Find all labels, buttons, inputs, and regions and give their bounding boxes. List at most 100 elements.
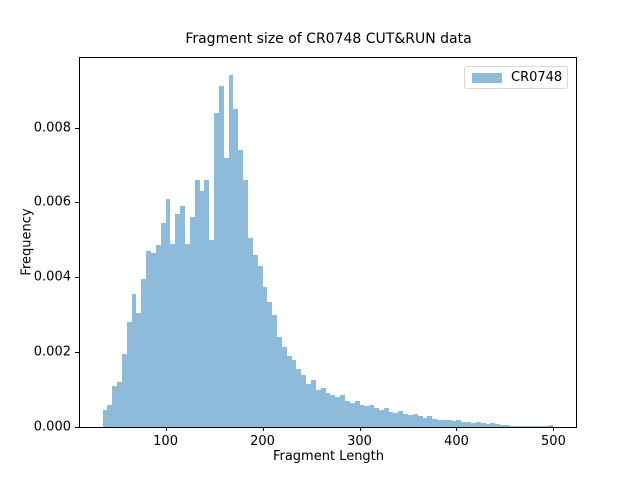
histogram-bar	[446, 419, 452, 427]
histogram-bar	[257, 266, 263, 427]
histogram-bar	[218, 86, 224, 427]
histogram-bar	[306, 383, 312, 427]
y-tick-label: 0.006	[33, 194, 71, 210]
y-tick-label: 0.000	[33, 419, 71, 435]
histogram-bar	[267, 301, 273, 427]
histogram-bar	[383, 408, 389, 427]
histogram-bar	[437, 419, 442, 427]
x-tick-label: 400	[444, 434, 469, 449]
histogram-bar	[374, 408, 379, 427]
histogram-bar	[209, 239, 215, 427]
histogram-bar	[170, 243, 176, 427]
histogram-bar	[189, 217, 195, 427]
histogram-bar	[126, 322, 132, 427]
histogram-bar	[461, 421, 467, 427]
x-tick-label: 300	[347, 434, 372, 449]
y-axis-label: Frequency	[19, 208, 35, 276]
histogram-bar	[417, 415, 423, 427]
histogram-bar	[388, 412, 394, 427]
histogram-bar	[228, 75, 234, 427]
histogram-bar	[534, 425, 539, 427]
y-tick-label: 0.002	[33, 344, 71, 360]
x-tick-label: 500	[541, 434, 566, 449]
x-tick-mark	[262, 427, 264, 431]
y-tick-mark	[75, 277, 79, 279]
y-tick-label: 0.008	[33, 120, 71, 136]
histogram-bar	[165, 198, 171, 427]
histogram-bars	[80, 58, 576, 427]
x-tick-label: 200	[250, 434, 275, 449]
histogram-bar	[160, 223, 166, 427]
histogram-bar	[243, 180, 248, 427]
histogram-bar	[432, 418, 438, 427]
histogram-bar	[344, 400, 350, 427]
histogram-bar	[485, 424, 491, 427]
y-tick-mark	[75, 352, 79, 354]
histogram-bar	[175, 213, 181, 427]
legend-swatch	[472, 73, 502, 83]
histogram-bar	[529, 425, 535, 427]
histogram-bar	[301, 374, 307, 427]
histogram-bar	[315, 389, 321, 427]
histogram-bar	[325, 393, 331, 427]
histogram-bar	[398, 411, 404, 427]
histogram-bar	[117, 382, 122, 427]
histogram-bar	[131, 294, 137, 427]
histogram-bar	[281, 346, 287, 427]
histogram-bar	[262, 286, 268, 427]
histogram-bar	[277, 337, 282, 427]
histogram-bar	[408, 415, 413, 427]
histogram-bar	[233, 108, 239, 427]
histogram-bar	[412, 413, 418, 427]
histogram-bar	[519, 425, 525, 427]
histogram-bar	[354, 400, 360, 427]
histogram-bar	[146, 251, 152, 427]
histogram-bar	[204, 180, 210, 427]
y-tick-mark	[75, 427, 79, 428]
histogram-bar	[155, 245, 161, 427]
histogram-bar	[121, 354, 127, 427]
x-tick-mark	[456, 427, 458, 431]
histogram-bar	[330, 395, 336, 427]
histogram-bar	[538, 425, 544, 427]
histogram-bar	[359, 404, 365, 427]
chart-title: Fragment size of CR0748 CUT&RUN data	[185, 31, 472, 47]
histogram-bar	[543, 425, 549, 427]
x-tick-mark	[165, 427, 167, 431]
histogram-bar	[296, 368, 302, 427]
histogram-bar	[456, 420, 462, 427]
histogram-bar	[291, 359, 297, 427]
histogram-bar	[272, 314, 278, 427]
legend-box: CR0748	[464, 66, 568, 89]
histogram-bar	[151, 252, 156, 427]
histogram-bar	[364, 406, 370, 427]
histogram-bar	[480, 423, 486, 427]
histogram-bar	[214, 112, 219, 427]
histogram-bar	[180, 206, 185, 427]
histogram-bar	[252, 254, 258, 427]
legend-label: CR0748	[511, 70, 563, 85]
histogram-bar	[378, 410, 384, 427]
histogram-bar	[490, 422, 496, 427]
y-tick-mark	[75, 127, 79, 129]
histogram-bar	[500, 424, 505, 427]
histogram-bar	[369, 404, 375, 427]
histogram-bar	[451, 421, 457, 427]
histogram-bar	[335, 397, 341, 427]
histogram-bar	[403, 413, 408, 427]
y-tick-label: 0.004	[33, 269, 71, 285]
histogram-bar	[136, 312, 142, 427]
histogram-bar	[441, 420, 447, 427]
histogram-bar	[466, 421, 472, 427]
histogram-bar	[311, 380, 316, 427]
histogram-bar	[194, 180, 200, 427]
histogram-bar	[495, 424, 501, 427]
x-tick-mark	[359, 427, 361, 431]
histogram-bar	[427, 415, 433, 427]
histogram-bar	[548, 424, 554, 427]
histogram-bar	[524, 425, 530, 427]
histogram-bar	[199, 191, 205, 427]
histogram-bar	[509, 425, 515, 427]
plot-area: 100 200 300 400 500 0.000 0.002 0.004 0.006 0.00…	[34, 57, 577, 449]
